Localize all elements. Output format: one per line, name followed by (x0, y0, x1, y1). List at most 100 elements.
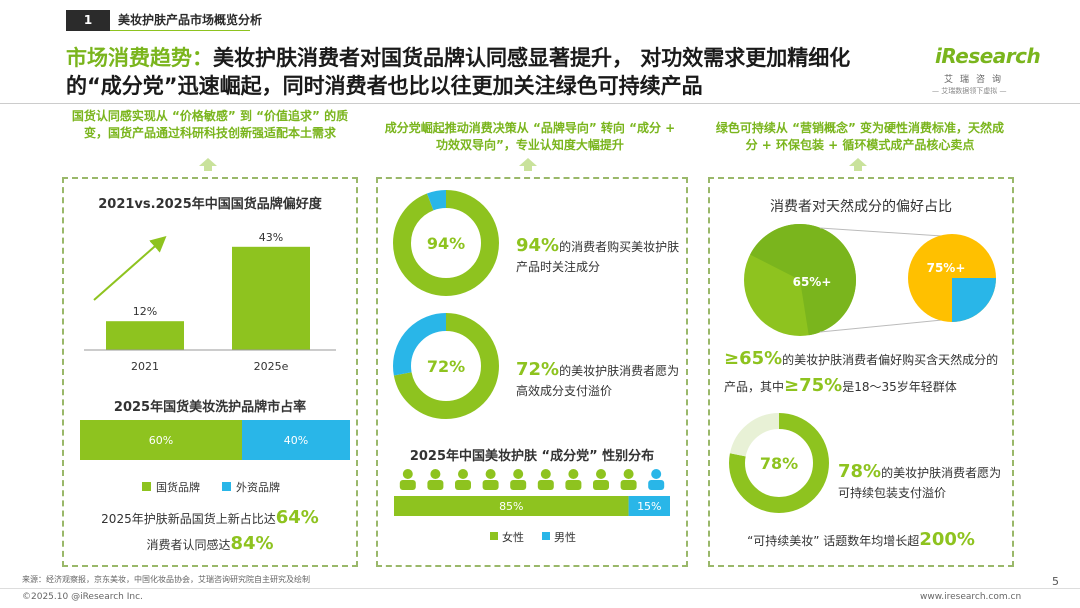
legend-label: 外资品牌 (236, 480, 280, 494)
header-divider (0, 103, 1080, 104)
right-stat-1-pct2: ≥75% (784, 375, 843, 396)
legend-swatch (222, 482, 231, 491)
page-number: 5 (1052, 575, 1059, 588)
bar-value-label: 12% (133, 305, 157, 318)
section-underline (110, 30, 250, 31)
market-share-title: 2025年国货美妆洗护品牌市占率 (113, 400, 307, 415)
middle-stat-2: 72%的美妆护肤消费者愿为高效成分支付溢价 (516, 360, 680, 401)
donut-94: 94% (393, 190, 499, 296)
person-body (482, 480, 499, 490)
legend-label: 男性 (554, 530, 576, 544)
market-share-bar: 60% 40% 国货品牌 外资品牌 (80, 420, 350, 494)
up-arrow-icon (519, 158, 537, 166)
left-panel (62, 177, 358, 567)
section-number: 1 (66, 10, 110, 31)
pie-center-label: 65%+ (793, 275, 832, 289)
middle-intro: 成分党崛起推动消费决策从 “品牌导向” 转向 “成分 + 功效双导向”，专业认知… (384, 121, 676, 152)
pie-slice-natural (750, 224, 856, 336)
legend-swatch (142, 482, 151, 491)
middle-stat-2-text: 的美妆护肤消费者愿为高效成分支付溢价 (516, 364, 680, 398)
up-arrow-icon (849, 158, 867, 166)
person-body (510, 480, 527, 490)
person-icon (540, 469, 551, 479)
person-icon (402, 469, 413, 479)
right-stat-3: “可持续美妆” 话题数年均增长超200% (712, 530, 1010, 551)
footer-url: www.iresearch.com.cn (920, 592, 1022, 602)
natural-pref-title: 消费者对天然成分的偏好占比 (770, 199, 952, 215)
donut-center-label: 78% (760, 454, 798, 473)
right-stat-2-pct: 78% (838, 461, 882, 482)
donut-segment (729, 413, 829, 513)
person-icon (568, 469, 579, 479)
footer-divider (0, 588, 1080, 589)
connector-line (819, 227, 943, 237)
gender-segment-男性 (628, 496, 670, 516)
up-arrow-icon (199, 158, 217, 166)
right-stat-1-pct: ≥65% (724, 348, 783, 369)
iresearch-logo: iResearch (935, 44, 1041, 68)
right-panel (708, 177, 1014, 567)
right-stat-1: ≥65%的美妆护肤消费者偏好购买含天然成分的产品，其中≥75%是18～35岁年轻… (724, 346, 1008, 400)
middle-stat-1-text: 的消费者购买美妆护肤产品时关注成分 (516, 240, 680, 274)
person-icon (623, 469, 634, 479)
donut-segment (393, 313, 499, 419)
donut-78: 78% (729, 413, 829, 513)
gender-value-label: 85% (499, 500, 523, 513)
subpie-label: 75%+ (927, 261, 966, 275)
headline-rest: 美妆护肤消费者对国货品牌认同感显著提升， 对功效需求更加精细化的“成分党”迅速崛… (66, 46, 851, 98)
person-icon (485, 469, 496, 479)
right-stat-3-text: “可持续美妆” 话题数年均增长超 (747, 534, 920, 548)
share-value-label: 60% (149, 434, 173, 447)
person-body (427, 480, 444, 490)
trend-arrow (93, 236, 167, 301)
left-intro: 国货认同感实现从 “价格敏感” 到 “价值追求” 的质变，国货产品通过科研科技创… (71, 109, 349, 140)
legend-swatch (490, 532, 498, 540)
person-body (537, 480, 554, 490)
donut-segment (393, 190, 499, 296)
gender-distribution-chart: 85% 15% 女性 男性 (394, 469, 670, 544)
middle-stat-2-pct: 72% (516, 359, 560, 380)
bar-value-label: 43% (259, 231, 283, 244)
gender-value-label: 15% (637, 500, 661, 513)
person-icon (430, 469, 441, 479)
person-body (399, 480, 416, 490)
subpie-slice (952, 278, 996, 322)
left-stat-2-text: 消费者认同感达 (146, 538, 231, 552)
person-body (648, 480, 665, 490)
right-stat-3-pct: 200% (919, 529, 975, 550)
donut-center-label: 72% (427, 357, 465, 376)
left-stat-2-pct: 84% (230, 533, 274, 554)
right-stat-1-text-a: 的美妆护肤消费者偏好购买含天然成分的产品，其中 (724, 353, 999, 394)
up-arrow-stem (524, 166, 532, 171)
share-value-label: 40% (284, 434, 308, 447)
preference-bar-chart: 12% 2021 43% 2025e (84, 231, 336, 373)
up-arrow-stem (204, 166, 212, 171)
person-icon (458, 469, 468, 479)
donut-center-label: 94% (427, 234, 465, 253)
middle-panel (376, 177, 688, 567)
section-title: 美妆护肤产品市场概览分析 (118, 13, 263, 27)
middle-stat-1-pct: 94% (516, 235, 560, 256)
gender-segment-女性 (394, 496, 629, 516)
person-icon (596, 469, 606, 479)
left-stat-1-pct: 64% (275, 507, 319, 528)
right-intro: 绿色可持续从 “营销概念” 变为硬性消费标准，天然成分 + 环保包装 + 循环模… (715, 121, 1005, 152)
logo-tagline: — 艾瑞数据领下虚拟 — (932, 87, 1007, 95)
bar-category-label: 2021 (131, 360, 159, 373)
natural-pref-pie: 65%+ 75%+ (744, 224, 996, 336)
left-stat-1-text: 2025年护肤新品国货上新占比达 (101, 512, 276, 526)
connector-line (819, 319, 943, 333)
headline-lead: 市场消费趋势： (66, 46, 213, 70)
preference-chart-title: 2021vs.2025年中国国货品牌偏好度 (98, 197, 322, 212)
person-icon (513, 469, 524, 479)
legend-label: 女性 (502, 530, 524, 544)
left-stat-1: 2025年护肤新品国货上新占比达64% (64, 508, 356, 529)
donut-72: 72% (393, 313, 499, 419)
bar-2021 (106, 321, 184, 350)
share-segment-国货品牌 (80, 420, 242, 460)
right-stat-2-text: 的美妆护肤消费者愿为可持续包装支付溢价 (838, 466, 1002, 500)
logo-chinese: 艾瑞咨询 (944, 75, 1009, 85)
left-stat-2: 消费者认同感达84% (64, 534, 356, 555)
gender-chart-title: 2025年中国美妆护肤 “成分党” 性别分布 (409, 449, 655, 464)
person-body (565, 480, 582, 490)
